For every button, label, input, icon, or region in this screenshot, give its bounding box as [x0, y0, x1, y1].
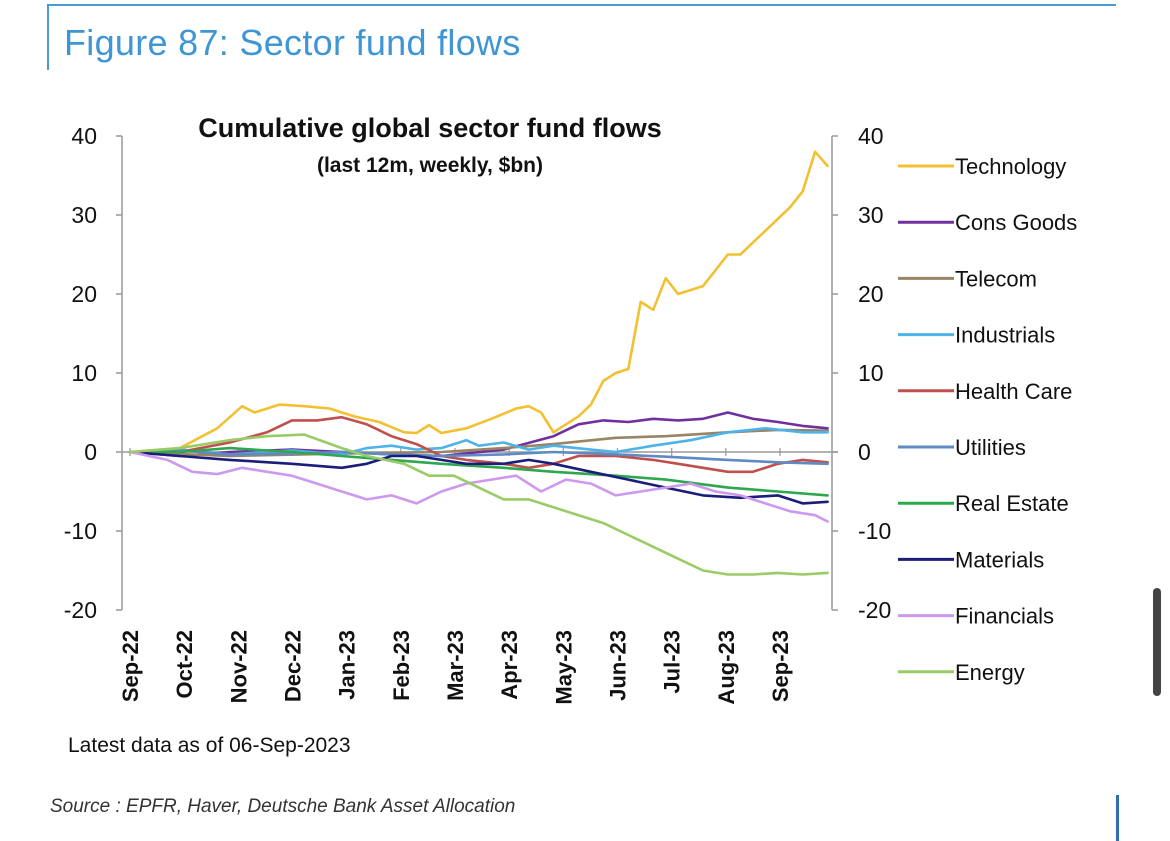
series-line-technology — [128, 150, 829, 454]
series-lines — [128, 150, 829, 576]
x-tick-label: Jan-23 — [335, 630, 360, 700]
right-y-tick-label: 20 — [858, 281, 884, 307]
right-y-tick-label: -20 — [858, 597, 891, 623]
right-rule — [1116, 795, 1119, 841]
x-tick-label: Sep-23 — [768, 630, 793, 702]
source-note: Source : EPFR, Haver, Deutsche Bank Asse… — [50, 796, 516, 817]
x-tick-label: Aug-23 — [714, 630, 739, 705]
legend-label: Telecom — [955, 266, 1037, 291]
right-y-tick-label: 0 — [858, 439, 871, 465]
left-y-tick-label: 10 — [71, 360, 97, 386]
top-rule — [48, 4, 1116, 6]
x-tick-label: Apr-23 — [497, 630, 522, 700]
chart-title: Cumulative global sector fund flows — [198, 113, 662, 143]
legend-label: Financials — [955, 604, 1054, 629]
x-tick-label: Mar-23 — [443, 630, 468, 701]
legend-label: Utilities — [955, 435, 1026, 460]
x-tick-label: Feb-23 — [389, 630, 414, 701]
legend-label: Industrials — [955, 323, 1055, 348]
x-tick-label: Nov-22 — [226, 630, 251, 703]
legend-label: Technology — [955, 154, 1066, 179]
legend: Technology Cons Goods Telecom Industrials He… — [898, 154, 1077, 685]
right-y-tick-label: 40 — [858, 123, 884, 149]
latest-data-note: Latest data as of 06-Sep-2023 — [68, 734, 351, 757]
x-tick-label: May-23 — [551, 630, 576, 705]
scrollbar[interactable] — [1153, 588, 1161, 696]
series-line-utilities — [128, 449, 829, 466]
series-line-materials — [128, 450, 829, 505]
chart-subtitle: (last 12m, weekly, $bn) — [317, 154, 543, 177]
right-y-tick-label: 30 — [858, 202, 884, 228]
right-y-tick-label: -10 — [858, 518, 891, 544]
legend-label: Materials — [955, 547, 1044, 572]
left-y-tick-label: 40 — [71, 123, 97, 149]
left-y-tick-label: -10 — [64, 518, 97, 544]
legend-label: Real Estate — [955, 491, 1069, 516]
legend-label: Cons Goods — [955, 210, 1077, 235]
x-tick-label: Oct-22 — [172, 630, 197, 698]
left-rule — [47, 4, 49, 70]
right-y-tick-label: 10 — [858, 360, 884, 386]
left-y-tick-label: 30 — [71, 202, 97, 228]
legend-label: Energy — [955, 660, 1025, 685]
left-y-tick-label: -20 — [64, 597, 97, 623]
left-y-tick-label: 0 — [84, 439, 97, 465]
series-line-energy — [128, 433, 829, 576]
x-tick-label: Jun-23 — [606, 630, 631, 701]
series-line-financials — [128, 450, 829, 523]
left-y-tick-label: 20 — [71, 281, 97, 307]
figure-title: Figure 87: Sector fund flows — [64, 22, 521, 63]
axes: 40 40 30 30 20 20 10 10 0 0 -10 -10 -20 -20 Sep-22 Oct-… — [64, 123, 892, 705]
series-line-real-estate — [128, 446, 829, 497]
x-tick-label: Dec-22 — [281, 630, 306, 702]
x-tick-label: Jul-23 — [660, 630, 685, 694]
x-tick-label: Sep-22 — [118, 630, 143, 702]
legend-label: Health Care — [955, 379, 1072, 404]
